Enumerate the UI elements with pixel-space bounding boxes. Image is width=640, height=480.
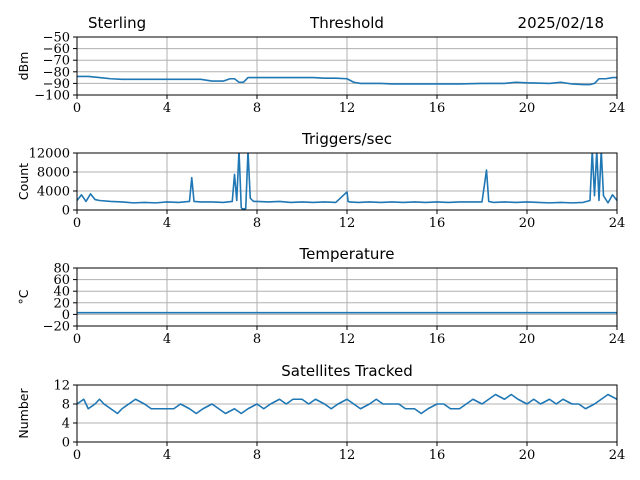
panel-triggers-sec: 0 4 8 12 16 20 24 0 4000 8000 12000 Triggers/sec Cou… [16,130,625,231]
panel-temperature-ylabel: °C [16,289,31,304]
panel-temperature-xtick-label-6: 24 [609,332,626,347]
panel-satellites-tracked-title: Satellites Tracked [281,362,412,380]
panel-temperature-title: Temperature [298,245,394,263]
panel-temperature-ytick-label-5: 80 [53,262,70,277]
panel-threshold-xtick-label-0: 0 [73,101,81,116]
panel-temperature-ytick-label-3: 40 [53,285,70,300]
panel-temperature-xtick-label-5: 20 [519,332,536,347]
panel-threshold-xtick-label-2: 8 [253,101,261,116]
panel-satellites-tracked: 0 4 8 12 16 20 24 0 4 8 12 Satellites Tracked Number [16,362,625,463]
panel-triggers-sec-title: Triggers/sec [301,130,392,148]
panel-satellites-tracked-ylabel: Number [16,388,31,439]
panel-threshold-ytick-label-2: −80 [43,65,70,80]
panel-temperature-ytick-label-2: 20 [53,296,70,311]
panel-threshold-ytick-label-4: −60 [43,42,70,57]
panel-satellites-tracked-ytick-label-3: 12 [53,379,70,394]
panel-satellites-tracked-ytick-label-2: 8 [62,398,70,413]
panel-triggers-sec-xtick-label-2: 8 [253,216,261,231]
panel-temperature-xtick-label-0: 0 [73,332,81,347]
panel-satellites-tracked-ytick-label-1: 4 [62,417,70,432]
panel-satellites-tracked-series-line-0 [77,393,617,415]
panel-temperature-xtick-label-4: 16 [429,332,446,347]
panel-satellites-tracked-xtick-label-1: 4 [163,448,171,463]
panel-triggers-sec-ylabel: Count [16,163,31,200]
panel-triggers-sec-xtick-label-3: 12 [339,216,356,231]
panel-temperature-xtick-label-2: 8 [253,332,261,347]
panel-threshold-xtick-label-6: 24 [609,101,626,116]
panel-threshold-xtick-label-3: 12 [339,101,356,116]
panel-temperature-xtick-label-1: 4 [163,332,171,347]
panel-temperature-ytick-label-1: 0 [62,308,70,323]
panel-satellites-tracked-xtick-label-3: 12 [339,448,356,463]
station-label: Sterling [88,14,146,32]
panel-triggers-sec-ytick-label-3: 12000 [29,147,70,162]
panel-threshold-ytick-label-0: −100 [34,89,70,104]
panel-triggers-sec-xtick-label-5: 20 [519,216,536,231]
panels: 0 4 8 12 16 20 24 −100−90−80−70−60−50 Threshold d… [16,14,625,463]
panel-satellites-tracked-xtick-label-5: 20 [519,448,536,463]
panel-threshold: 0 4 8 12 16 20 24 −100−90−80−70−60−50 Threshold d… [16,14,625,116]
date-label: 2025/02/18 [518,14,604,32]
panel-triggers-sec-xtick-label-6: 24 [609,216,626,231]
panel-threshold-ylabel: dBm [16,52,31,81]
panel-triggers-sec-ytick-label-0: 0 [62,204,70,219]
panel-triggers-sec-series-line-0 [77,153,617,210]
panel-satellites-tracked-xtick-label-2: 8 [253,448,261,463]
panel-threshold-ytick-label-5: −50 [43,31,70,46]
panel-threshold-title: Threshold [309,14,384,32]
panel-threshold-ytick-label-1: −90 [43,77,70,92]
panel-triggers-sec-xtick-label-4: 16 [429,216,446,231]
panel-satellites-tracked-ytick-label-0: 0 [62,436,70,451]
panel-triggers-sec-xtick-label-1: 4 [163,216,171,231]
panel-threshold-xtick-label-1: 4 [163,101,171,116]
panel-threshold-series-line-0 [77,75,617,86]
panel-satellites-tracked-xtick-label-0: 0 [73,448,81,463]
panel-temperature-ytick-label-4: 60 [53,273,70,288]
panel-temperature-ytick-label-0: −20 [43,320,70,335]
panel-threshold-xtick-label-5: 20 [519,101,536,116]
panel-threshold-xtick-label-4: 16 [429,101,446,116]
panel-threshold-ytick-label-3: −70 [43,54,70,69]
panel-triggers-sec-ytick-label-1: 4000 [37,185,70,200]
panel-triggers-sec-ytick-label-2: 8000 [37,166,70,181]
panel-satellites-tracked-xtick-label-4: 16 [429,448,446,463]
panel-temperature-xtick-label-3: 12 [339,332,356,347]
panel-satellites-tracked-xtick-label-6: 24 [609,448,626,463]
panel-triggers-sec-xtick-label-0: 0 [73,216,81,231]
